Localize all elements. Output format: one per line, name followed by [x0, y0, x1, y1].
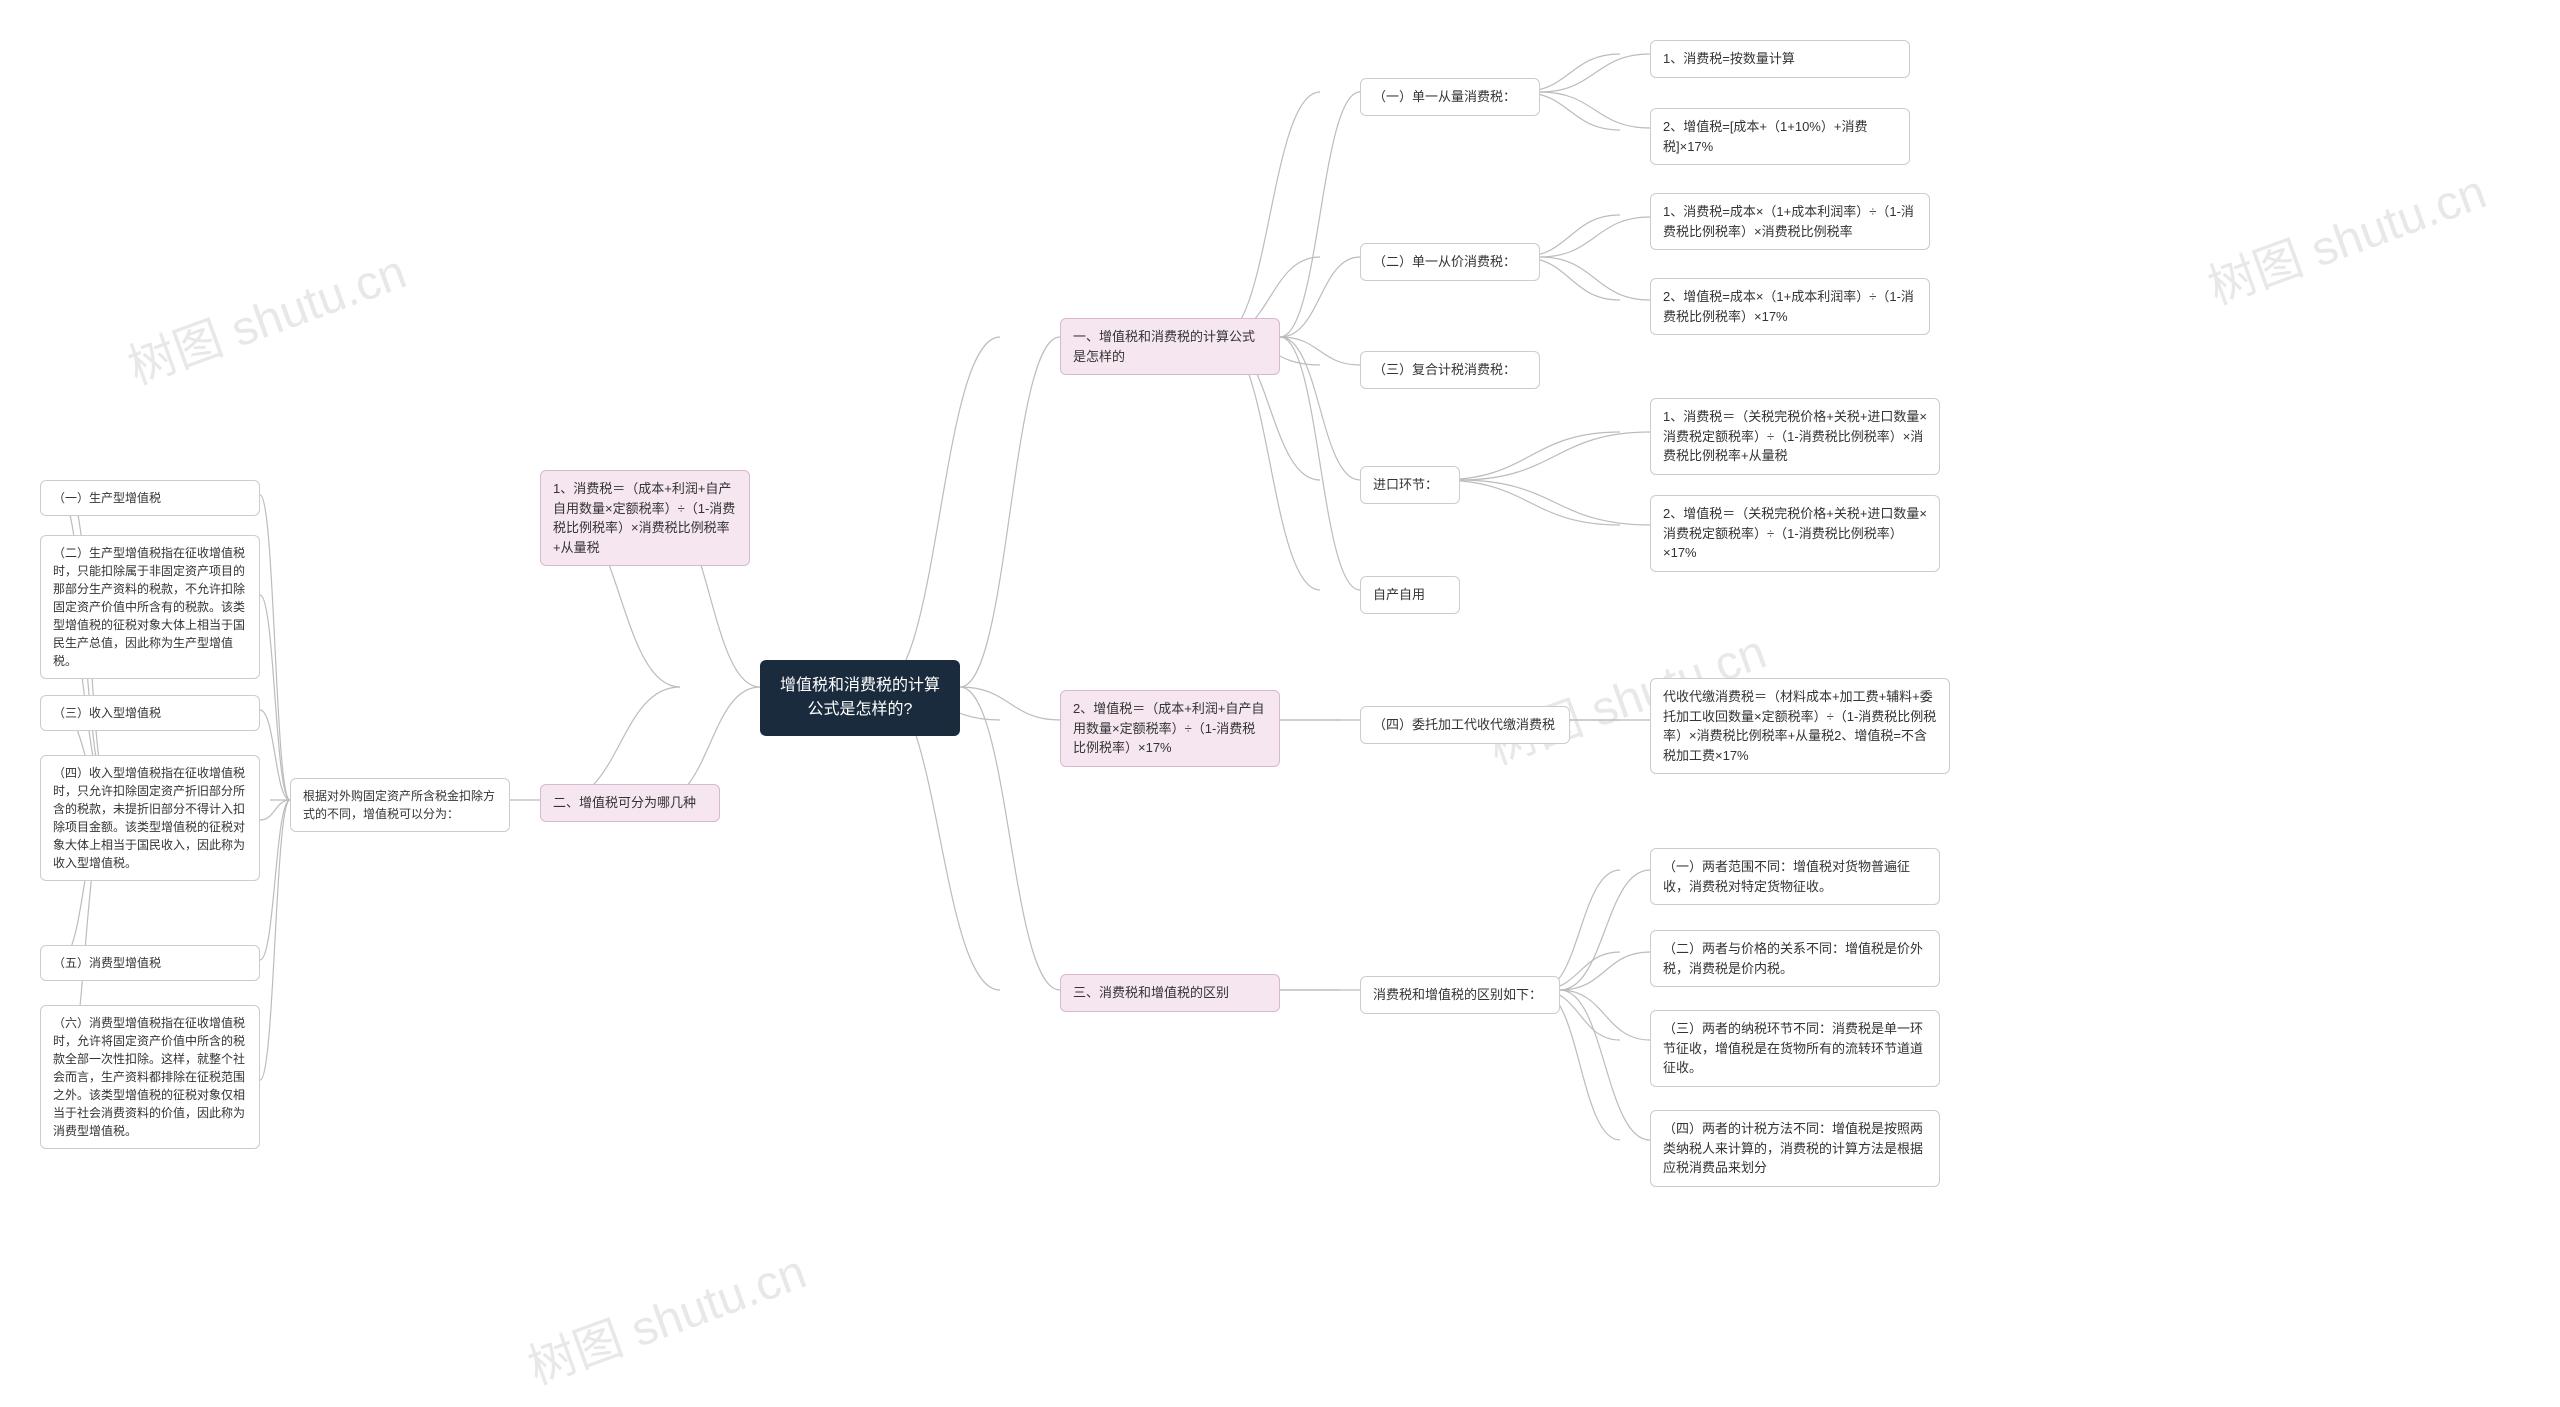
r1-1-2: 2、增值税=[成本+（1+10%）+消费税]×17%: [1650, 108, 1910, 165]
r1-2: （二）单一从价消费税：: [1360, 243, 1540, 281]
vat-type-6: （六）消费型增值税指在征收增值税时，允许将固定资产价值中所含的税款全部一次性扣除…: [40, 1005, 260, 1149]
connector-right-detail: [0, 0, 2560, 1407]
r3-1-3: （三）两者的纳税环节不同：消费税是单一环节征收，增值税是在货物所有的流转环节道道…: [1650, 1010, 1940, 1087]
watermark: 树图 shutu.cn: [117, 232, 414, 397]
vat-type-2: （二）生产型增值税指在征收增值税时，只能扣除属于非固定资产项目的那部分生产资料的…: [40, 535, 260, 679]
connector-layer: [0, 0, 2560, 1407]
vat-type-5: （五）消费型增值税: [40, 945, 260, 981]
r1-4: 进口环节：: [1360, 466, 1460, 504]
r1-3: （三）复合计税消费税：: [1360, 351, 1540, 389]
section3-node: 三、消费税和增值税的区别: [1060, 974, 1280, 1012]
watermark: 树图 shutu.cn: [2197, 152, 2494, 317]
r1-2-1: 1、消费税=成本×（1+成本利润率）÷（1-消费税比例税率）×消费税比例税率: [1650, 193, 1930, 250]
r3-1-2: （二）两者与价格的关系不同：增值税是价外税，消费税是价内税。: [1650, 930, 1940, 987]
vat-type-1: （一）生产型增值税: [40, 480, 260, 516]
r3-1-4: （四）两者的计税方法不同：增值税是按照两类纳税人来计算的，消费税的计算方法是根据…: [1650, 1110, 1940, 1187]
r1-1-1: 1、消费税=按数量计算: [1650, 40, 1910, 78]
section1-node: 一、增值税和消费税的计算公式是怎样的: [1060, 318, 1280, 375]
r1-5: 自产自用: [1360, 576, 1460, 614]
formula1-node: 1、消费税＝（成本+利润+自产自用数量×定额税率）÷（1-消费税比例税率）×消费…: [540, 470, 750, 566]
r2-1-1: 代收代缴消费税＝（材料成本+加工费+辅料+委托加工收回数量×定额税率）÷（1-消…: [1650, 678, 1950, 774]
vat-types-intro: 根据对外购固定资产所含税金扣除方式的不同，增值税可以分为：: [290, 778, 510, 832]
watermark: 树图 shutu.cn: [517, 1232, 814, 1397]
connector-layer-left: [0, 0, 2560, 1407]
root-node: 增值税和消费税的计算公式是怎样的?: [760, 660, 960, 736]
vat-type-3: （三）收入型增值税: [40, 695, 260, 731]
r2-1: （四）委托加工代收代缴消费税: [1360, 706, 1570, 744]
r1-4-2: 2、增值税＝（关税完税价格+关税+进口数量×消费税定额税率）÷（1-消费税比例税…: [1650, 495, 1940, 572]
connector-left-fix: [0, 0, 2560, 1407]
section2-node: 二、增值税可分为哪几种: [540, 784, 720, 822]
r1-2-2: 2、增值税=成本×（1+成本利润率）÷（1-消费税比例税率）×17%: [1650, 278, 1930, 335]
r1-1: （一）单一从量消费税：: [1360, 78, 1540, 116]
r3-1: 消费税和增值税的区别如下：: [1360, 976, 1560, 1014]
r3-1-1: （一）两者范围不同：增值税对货物普遍征收，消费税对特定货物征收。: [1650, 848, 1940, 905]
vat-type-4: （四）收入型增值税指在征收增值税时，只允许扣除固定资产折旧部分所含的税款，未提折…: [40, 755, 260, 881]
r1-4-1: 1、消费税＝（关税完税价格+关税+进口数量×消费税定额税率）÷（1-消费税比例税…: [1650, 398, 1940, 475]
formula2-node: 2、增值税＝（成本+利润+自产自用数量×定额税率）÷（1-消费税比例税率）×17…: [1060, 690, 1280, 767]
